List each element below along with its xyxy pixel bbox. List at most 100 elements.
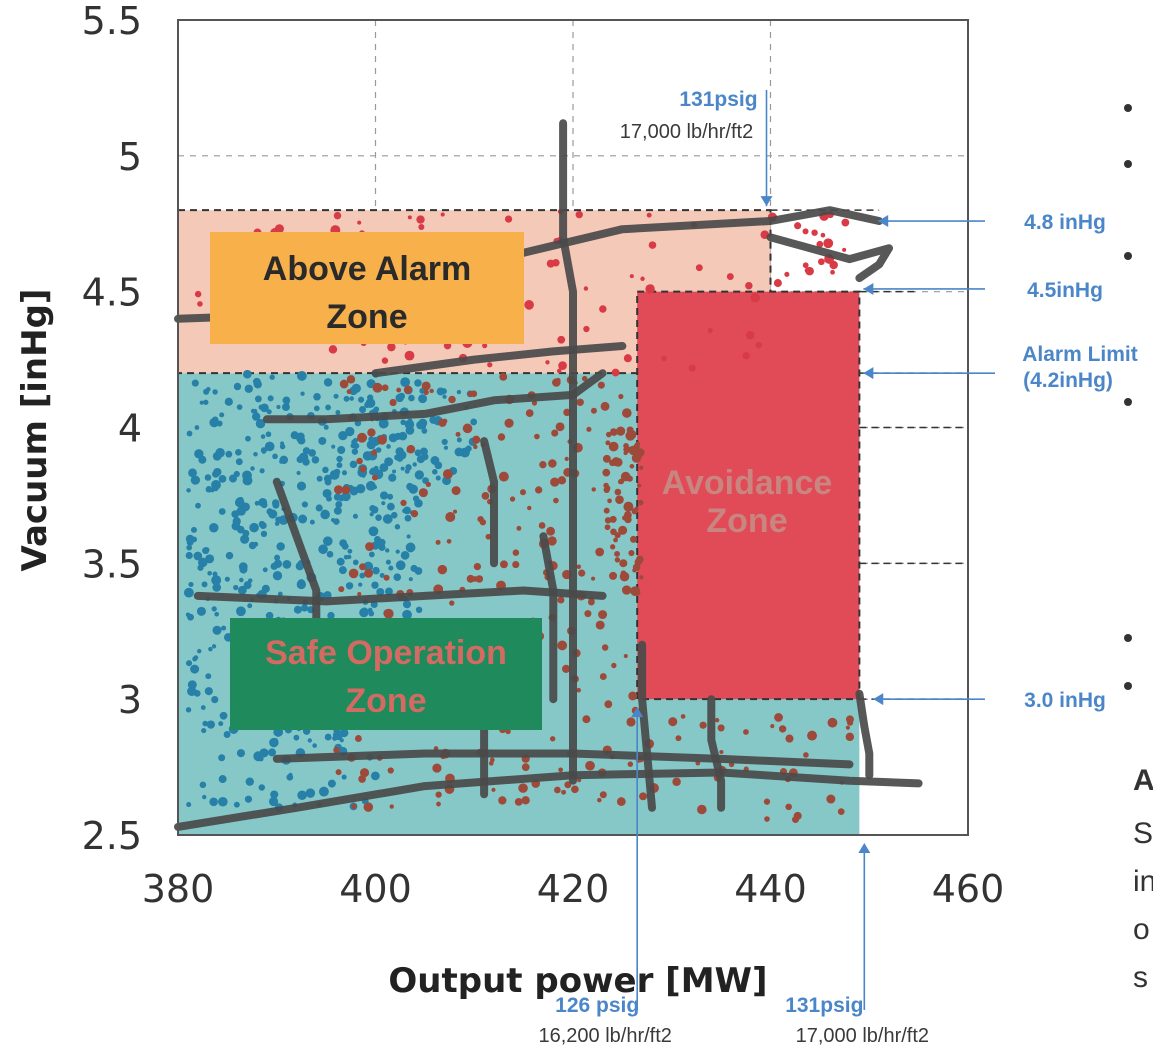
scatter-point [327, 611, 335, 620]
scatter-point [341, 485, 351, 495]
scatter-point [830, 269, 835, 275]
scatter-point [597, 797, 602, 803]
scatter-point [318, 436, 327, 445]
scatter-point [254, 500, 260, 506]
scatter-point [717, 724, 725, 732]
above-alarm-label-box [210, 232, 524, 344]
scatter-point [320, 509, 330, 520]
scatter-point [648, 241, 657, 249]
scatter-point [745, 331, 755, 340]
scatter-point [609, 515, 617, 523]
scatter-point [449, 600, 455, 606]
scatter-point [613, 457, 623, 467]
scatter-point [296, 470, 301, 476]
scatter-point [615, 495, 624, 505]
scatter-point [571, 785, 579, 794]
scatter-point [199, 781, 207, 789]
scatter-point [504, 418, 514, 428]
scatter-point [451, 486, 461, 496]
scatter-point [595, 620, 605, 630]
scatter-point [557, 335, 566, 344]
scatter-point [322, 488, 332, 499]
scatter-point [545, 360, 550, 365]
scatter-point [414, 470, 424, 480]
scatter-point [435, 791, 442, 798]
scatter-point [845, 732, 855, 742]
scatter-point [261, 449, 267, 454]
scatter-point [371, 474, 378, 481]
trajectory-line [480, 437, 498, 568]
scatter-point [392, 469, 397, 474]
scatter-point [448, 395, 456, 404]
scatter-point [369, 469, 375, 475]
scatter-point [190, 664, 200, 674]
scatter-point [375, 514, 381, 520]
scatter-point [618, 393, 624, 400]
annotation-label: 3.0 inHg [1024, 689, 1106, 712]
scatter-point [635, 441, 641, 446]
scatter-point [348, 568, 359, 579]
scatter-point [672, 777, 681, 787]
scatter-point [358, 396, 365, 403]
scatter-point [253, 541, 259, 547]
scatter-point [608, 441, 619, 452]
scatter-point [377, 435, 387, 445]
scatter-point [194, 425, 200, 430]
scatter-point [388, 433, 398, 443]
scatter-point [639, 575, 644, 580]
scatter-point [640, 276, 645, 281]
scatter-point [402, 609, 412, 620]
scatter-point [629, 535, 637, 543]
annotation-sublabel: 17,000 lb/hr/ft2 [796, 1025, 929, 1047]
scatter-point [462, 423, 473, 434]
scatter-point [211, 575, 222, 586]
scatter-point [597, 381, 605, 389]
scatter-point [221, 625, 227, 631]
trajectory-line [559, 119, 577, 785]
scatter-point [337, 446, 346, 455]
scatter-point [204, 687, 213, 696]
scatter-point [622, 576, 627, 581]
scatter-point [372, 382, 383, 393]
scatter-point [381, 384, 389, 392]
scatter-point [389, 804, 394, 809]
scatter-point [539, 460, 547, 469]
grid [178, 20, 968, 835]
y-tick-label: 4 [118, 407, 142, 451]
scatter-point [324, 478, 332, 486]
scatter-point [425, 481, 431, 487]
scatter-point [534, 433, 540, 440]
scatter-point [212, 484, 219, 492]
scatter-point [313, 393, 321, 401]
scatter-point [358, 582, 363, 587]
scatter-point [186, 488, 191, 493]
scatter-point [481, 492, 490, 500]
scatter-point [518, 783, 528, 793]
y-tick-label: 5.5 [82, 0, 142, 43]
scatter-point [293, 734, 300, 741]
scatter-point [343, 554, 349, 560]
scatter-point [336, 557, 345, 566]
scatter-point [253, 451, 258, 457]
scatter-point [364, 568, 374, 578]
scatter-point [436, 801, 441, 807]
scatter-point [334, 485, 344, 495]
scatter-point [201, 727, 207, 734]
scatter-point [318, 786, 329, 797]
scatter-point [379, 463, 389, 472]
scatter-point [561, 789, 567, 795]
above-alarm-label: Above Alarm [263, 250, 471, 288]
scatter-point [802, 262, 809, 269]
scatter-point [414, 449, 422, 457]
scatter-point [329, 470, 340, 480]
scatter-point [707, 327, 713, 334]
annotation-label: Alarm Limit [1022, 343, 1138, 366]
annotation-sublabel: 17,000 lb/hr/ft2 [620, 121, 753, 143]
scatter-point [408, 394, 415, 402]
scatter-point [349, 396, 354, 401]
scatter-point [203, 388, 210, 395]
scatter-point [485, 533, 492, 540]
scatter-point [190, 475, 201, 485]
scatter-point [276, 404, 281, 410]
